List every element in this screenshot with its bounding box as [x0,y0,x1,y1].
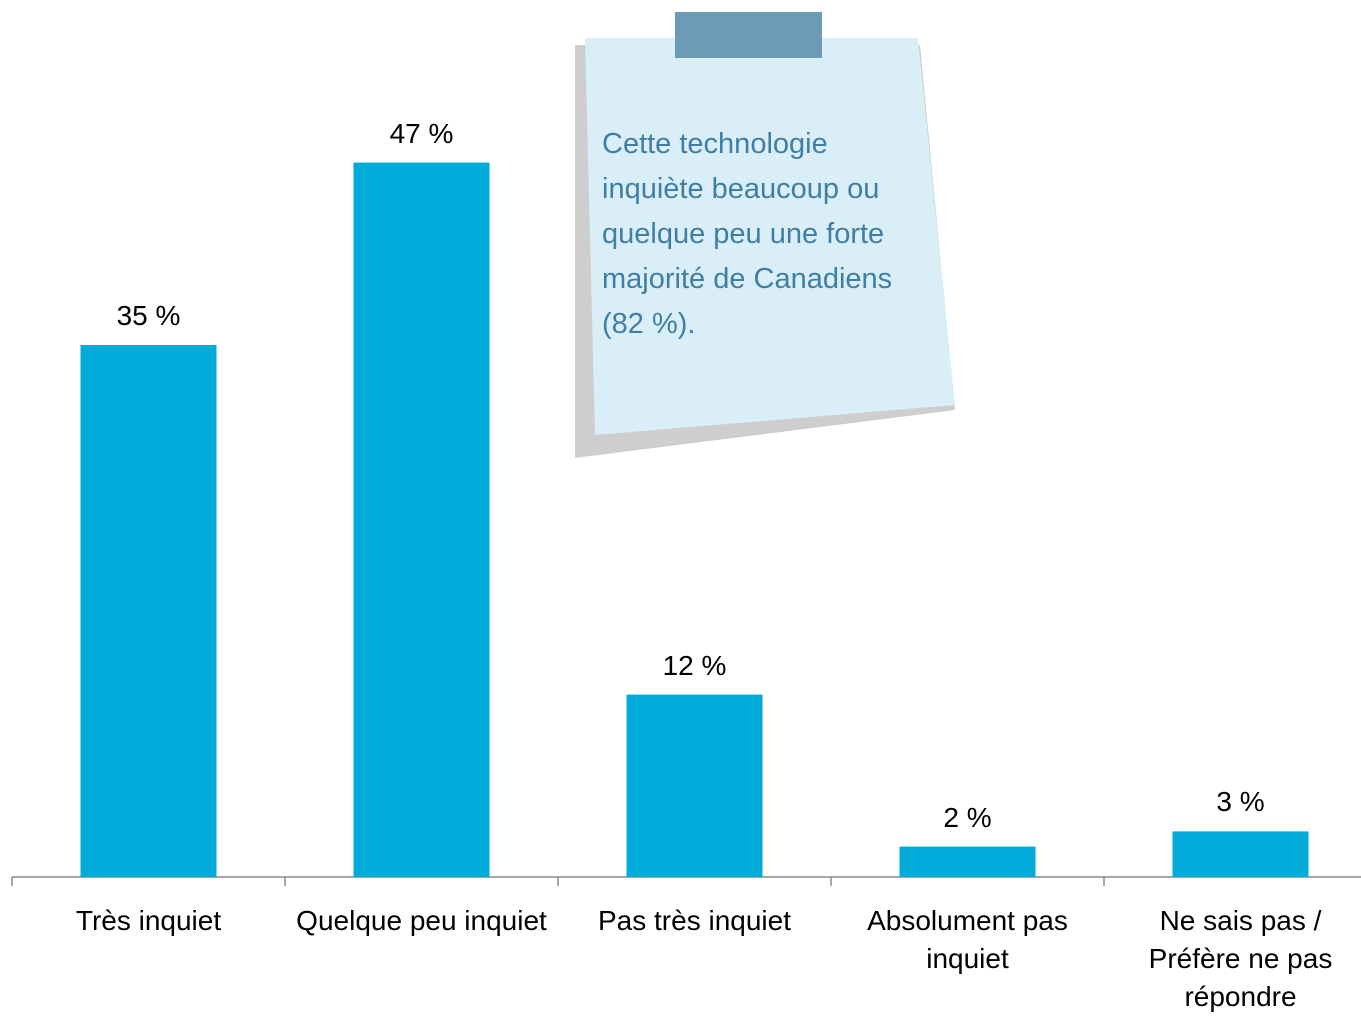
value-label: 35 % [116,300,181,331]
annotation: Cette technologie inquiète beaucoup ou q… [602,128,893,340]
bar [626,694,763,877]
x-tick-label: Quelque peu inquiet [296,905,547,936]
sticky-note [585,38,955,435]
tape [675,12,822,58]
bar [80,345,217,877]
x-tick-label: Absolument pas inquiet [867,905,1068,974]
x-tick-label: Pas très inquiet [598,905,791,936]
bar [353,162,490,878]
bar [1172,831,1309,877]
value-label: 3 % [1216,786,1265,818]
bar [899,846,1036,877]
x-tick-label: Ne sais pas / Préfère ne pas répondre [1148,905,1333,1012]
value-label: 12 % [662,649,727,681]
value-label: 47 % [389,117,454,149]
value-label: 2 % [943,801,992,833]
x-tick-label: Très inquiet [75,905,222,936]
